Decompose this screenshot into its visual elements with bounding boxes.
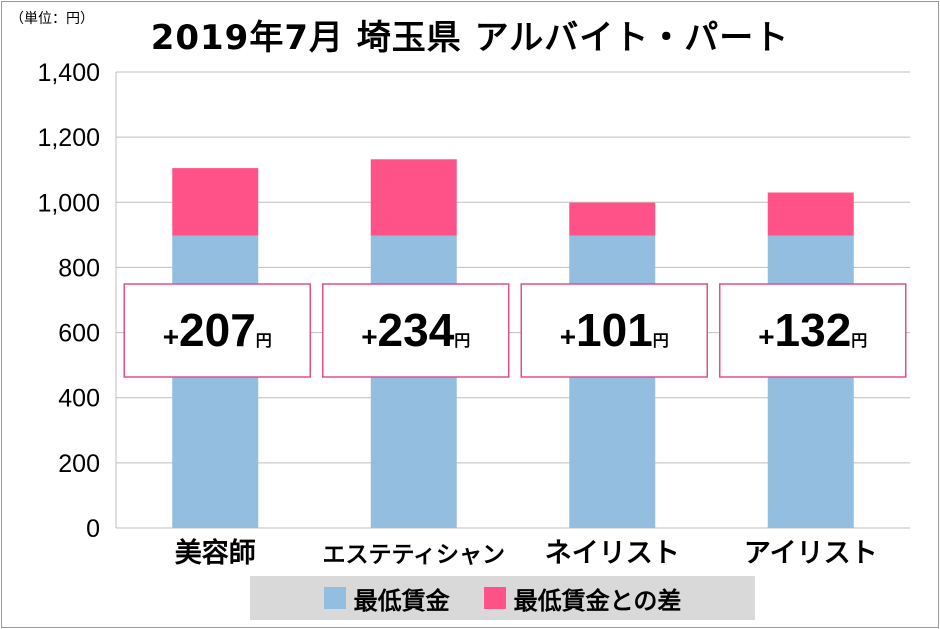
legend-item-min-wage: 最低賃金: [323, 581, 450, 616]
annotation-label: +101円: [560, 304, 669, 356]
annotation-box: [520, 283, 708, 378]
y-tick-label: 1,200: [37, 124, 100, 152]
bar-difference: [172, 168, 259, 236]
annotation-box: [322, 283, 510, 378]
x-tick-label: エステティシャン: [322, 542, 505, 568]
y-tick-label: 800: [58, 254, 100, 282]
bar-min-wage: [569, 235, 656, 528]
bar-difference: [767, 192, 854, 236]
unit-label: （単位：円）: [10, 11, 94, 27]
y-tick-label: 0: [86, 515, 100, 543]
annotation-label: +234円: [361, 304, 470, 356]
legend-label: 最低賃金との差: [513, 586, 682, 615]
legend-swatch: [483, 587, 506, 609]
bar-min-wage: [767, 235, 854, 528]
legend-label: 最低賃金: [353, 586, 450, 615]
bar-difference: [370, 159, 457, 236]
chart-title: 2019年7月 埼玉県 アルバイト・パート: [150, 18, 790, 58]
bar-min-wage: [370, 235, 457, 528]
annotation-label: +207円: [163, 304, 272, 356]
y-tick-label: 1,400: [37, 59, 100, 87]
legend-swatch: [323, 587, 346, 609]
x-tick-label: 美容師: [175, 537, 256, 569]
annotation-box: [123, 283, 311, 378]
y-tick-label: 200: [58, 450, 100, 478]
annotation-label: +132円: [758, 304, 867, 356]
legend: 最低賃金 最低賃金との差: [250, 576, 755, 620]
legend-item-difference: 最低賃金との差: [483, 581, 682, 616]
y-tick-label: 1,000: [37, 189, 100, 217]
x-tick-label: アイリスト: [744, 538, 878, 569]
bar-difference: [569, 202, 656, 236]
x-tick-label: ネイリスト: [545, 538, 680, 569]
y-tick-label: 400: [58, 385, 100, 413]
y-tick-label: 600: [58, 320, 100, 348]
bar-min-wage: [172, 235, 259, 528]
annotation-box: [719, 283, 907, 378]
